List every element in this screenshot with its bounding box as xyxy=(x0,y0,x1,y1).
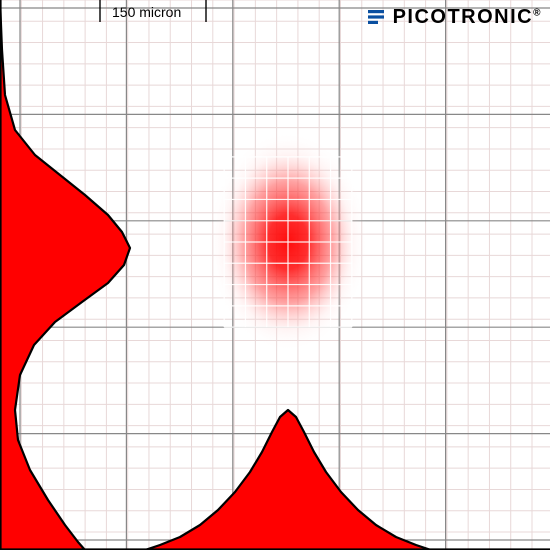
brand-registered-icon: ® xyxy=(533,7,542,18)
beam-profile-figure: 150 micron PICOTRONIC® xyxy=(0,0,550,550)
brand-name: PICOTRONIC xyxy=(393,6,534,28)
figure-canvas xyxy=(0,0,550,550)
scale-bar-label: 150 micron xyxy=(112,4,181,20)
brand-bars-icon xyxy=(365,7,387,29)
brand-text: PICOTRONIC® xyxy=(393,6,542,29)
brand-container: PICOTRONIC® xyxy=(365,6,542,29)
